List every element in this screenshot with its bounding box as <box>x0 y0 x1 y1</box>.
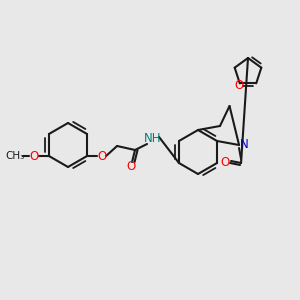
Text: O: O <box>126 160 136 172</box>
Text: O: O <box>29 149 39 163</box>
Text: N: N <box>240 139 248 152</box>
Text: O: O <box>98 149 107 163</box>
Text: O: O <box>220 157 230 169</box>
Text: O: O <box>234 79 243 92</box>
Text: CH₃: CH₃ <box>5 151 25 161</box>
Text: NH: NH <box>144 131 162 145</box>
